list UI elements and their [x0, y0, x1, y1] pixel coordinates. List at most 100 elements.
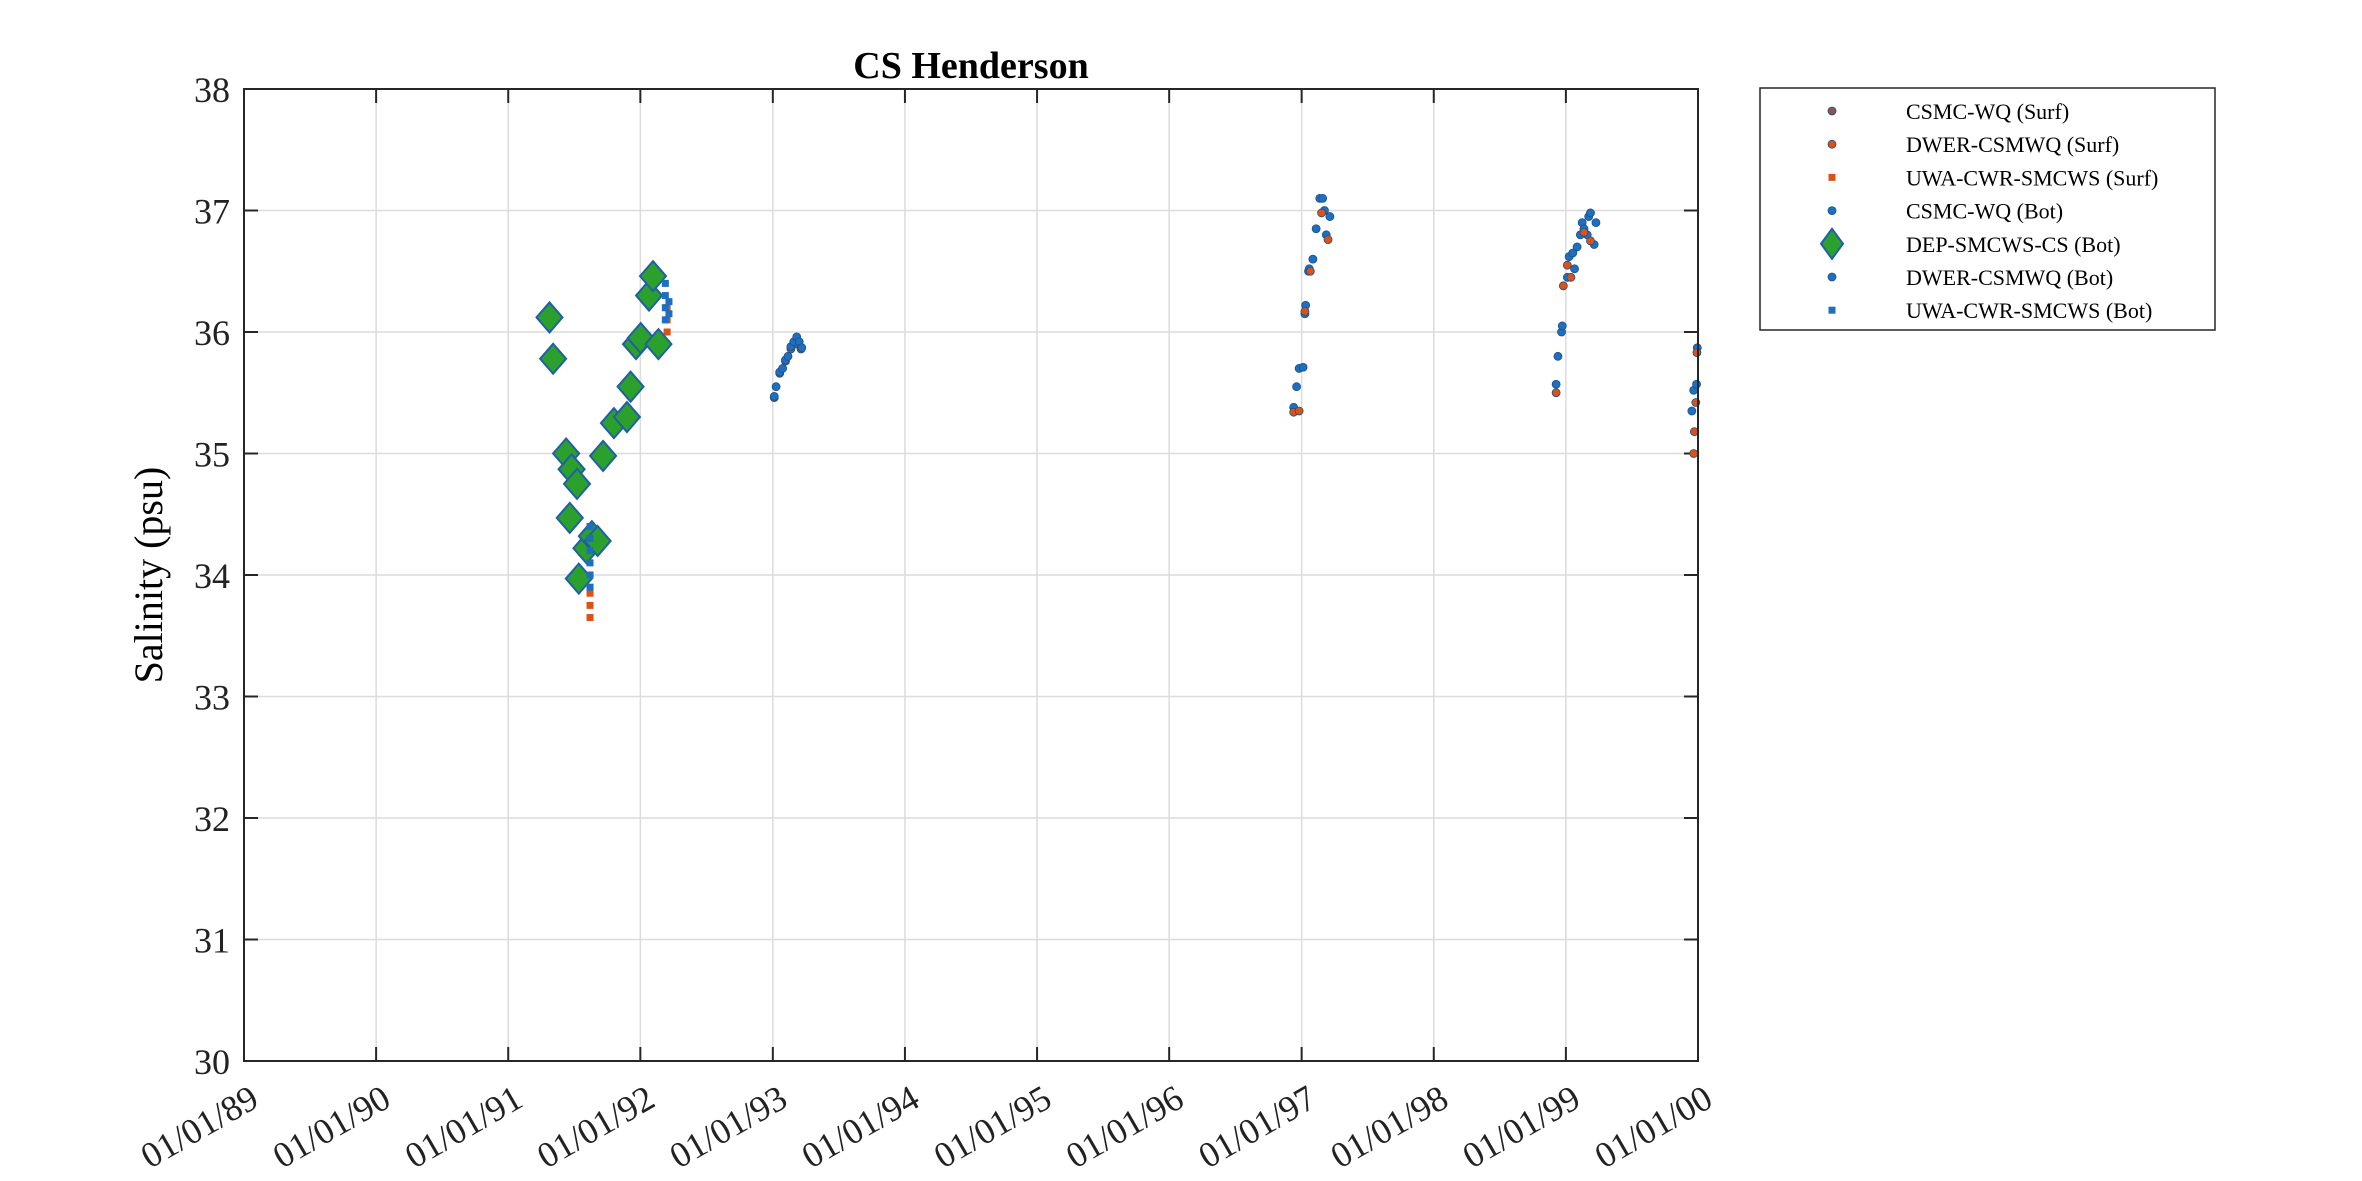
data-point — [1294, 406, 1304, 416]
data-point — [769, 391, 779, 401]
legend-entry-label: DWER-CSMWQ (Bot) — [1906, 265, 2113, 290]
data-point — [616, 370, 645, 404]
data-point — [661, 316, 669, 324]
data-point — [1692, 379, 1701, 389]
data-point — [1558, 281, 1568, 291]
data-point — [586, 547, 594, 555]
data-point — [586, 583, 594, 591]
data-point — [783, 351, 793, 361]
y-tick-label: 32 — [194, 799, 230, 839]
data-point — [612, 400, 642, 434]
data-point — [1551, 388, 1561, 398]
series-1 — [1289, 208, 1702, 458]
y-tick-label: 38 — [194, 70, 230, 110]
series-5 — [1289, 193, 1702, 416]
data-point — [586, 614, 594, 622]
data-point — [586, 522, 594, 530]
data-point — [562, 467, 592, 501]
plot-area-frame — [243, 88, 1699, 1062]
grid-layer — [243, 88, 1699, 1062]
x-tick-label: 01/01/90 — [266, 1077, 397, 1176]
data-point — [1579, 227, 1589, 237]
series-3 — [769, 332, 807, 401]
y-tick-label: 31 — [194, 921, 230, 961]
y-tick-label: 33 — [194, 678, 230, 718]
data-point — [1689, 449, 1699, 458]
data-point — [644, 327, 673, 361]
data-point — [1317, 208, 1326, 218]
x-tick-label: 01/01/00 — [1588, 1077, 1719, 1176]
legend-marker — [1828, 306, 1836, 314]
legend-marker — [1819, 227, 1845, 261]
data-point — [661, 304, 669, 312]
data-point — [797, 343, 807, 353]
data-point — [1586, 208, 1595, 218]
data-point — [778, 364, 787, 373]
chart-title: CS Henderson — [853, 45, 1088, 87]
legend-marker — [1827, 106, 1837, 116]
data-point — [1586, 236, 1595, 246]
x-tick-label: 01/01/93 — [663, 1077, 794, 1176]
y-tick-label: 34 — [194, 556, 230, 596]
legend: CSMC-WQ (Surf) DWER-CSMWQ (Surf) UWA-CWR-S… — [1759, 87, 2216, 331]
data-point — [538, 342, 568, 376]
data-point — [1562, 260, 1572, 270]
x-tick-label: 01/01/91 — [398, 1077, 529, 1176]
y-tick-label: 37 — [194, 192, 230, 232]
data-point — [771, 382, 781, 392]
data-point — [1300, 306, 1310, 316]
legend-marker — [1828, 173, 1836, 181]
data-point — [586, 535, 594, 543]
data-point — [1570, 264, 1579, 274]
y-tick-label: 36 — [194, 313, 230, 353]
data-point — [1325, 212, 1335, 221]
data-point — [586, 571, 594, 579]
legend-marker — [1827, 206, 1837, 216]
y-tick-label: 30 — [194, 1042, 230, 1082]
data-point — [1551, 379, 1561, 389]
data-point — [1692, 348, 1702, 358]
legend-entry-label: CSMC-WQ (Surf) — [1906, 99, 2069, 124]
data-point — [1318, 193, 1328, 203]
legend-entry-label: UWA-CWR-SMCWS (Bot) — [1906, 298, 2152, 323]
data-point — [1298, 362, 1308, 372]
data-point — [1687, 406, 1697, 416]
data-point — [1568, 248, 1578, 258]
data-layer — [535, 193, 1702, 622]
data-point — [665, 310, 673, 318]
legend-marker — [1827, 272, 1837, 282]
y-axis-label: Salinity (psu) — [126, 467, 171, 684]
legend-entry-label: DWER-CSMWQ (Surf) — [1906, 132, 2119, 157]
data-point — [1308, 254, 1318, 264]
data-point — [1323, 235, 1333, 245]
data-point — [1305, 266, 1315, 276]
data-point — [535, 300, 564, 334]
data-point — [1557, 321, 1567, 331]
data-point — [1292, 382, 1301, 392]
x-tick-label: 01/01/98 — [1324, 1077, 1455, 1176]
data-point — [586, 589, 594, 597]
x-tick-label: 01/01/99 — [1456, 1077, 1587, 1176]
data-point — [588, 439, 618, 473]
legend-entry-label: DEP-SMCWS-CS (Bot) — [1906, 232, 2121, 257]
data-point — [661, 292, 669, 300]
series-6 — [586, 279, 673, 591]
x-tick-label: 01/01/92 — [530, 1077, 661, 1176]
data-point — [1591, 218, 1601, 228]
data-point — [1566, 272, 1576, 282]
data-point — [1311, 224, 1321, 234]
data-point — [661, 279, 669, 287]
x-tick-labels: 01/01/89 01/01/90 01/01/91 01/01/92 01/01/93… — [134, 1077, 1719, 1176]
legend-entry-label: CSMC-WQ (Bot) — [1906, 199, 2063, 224]
x-tick-label: 01/01/96 — [1059, 1077, 1190, 1176]
x-tick-label: 01/01/94 — [795, 1077, 926, 1176]
data-point — [1572, 242, 1582, 252]
x-tick-label: 01/01/97 — [1192, 1077, 1323, 1176]
x-tick-label: 01/01/89 — [134, 1077, 265, 1176]
data-point — [638, 259, 668, 293]
data-point — [665, 298, 673, 306]
x-tick-label: 01/01/95 — [927, 1077, 1058, 1176]
legend-entry-label: UWA-CWR-SMCWS (Surf) — [1906, 165, 2158, 190]
legend-marker — [1827, 139, 1837, 149]
